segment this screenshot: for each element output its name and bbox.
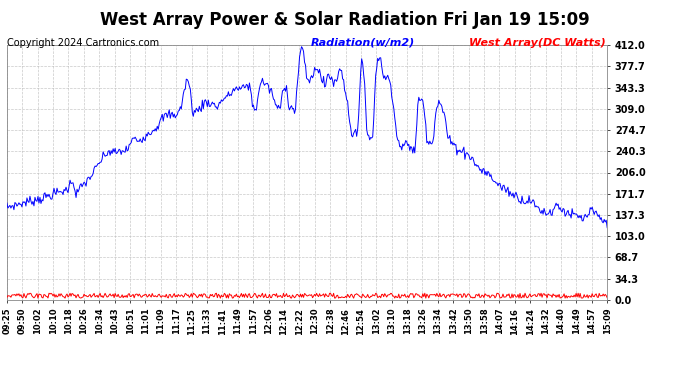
Text: West Array Power & Solar Radiation Fri Jan 19 15:09: West Array Power & Solar Radiation Fri J…	[100, 11, 590, 29]
Text: Radiation(w/m2): Radiation(w/m2)	[310, 38, 415, 48]
Text: West Array(DC Watts): West Array(DC Watts)	[469, 38, 606, 48]
Text: Copyright 2024 Cartronics.com: Copyright 2024 Cartronics.com	[7, 38, 159, 48]
